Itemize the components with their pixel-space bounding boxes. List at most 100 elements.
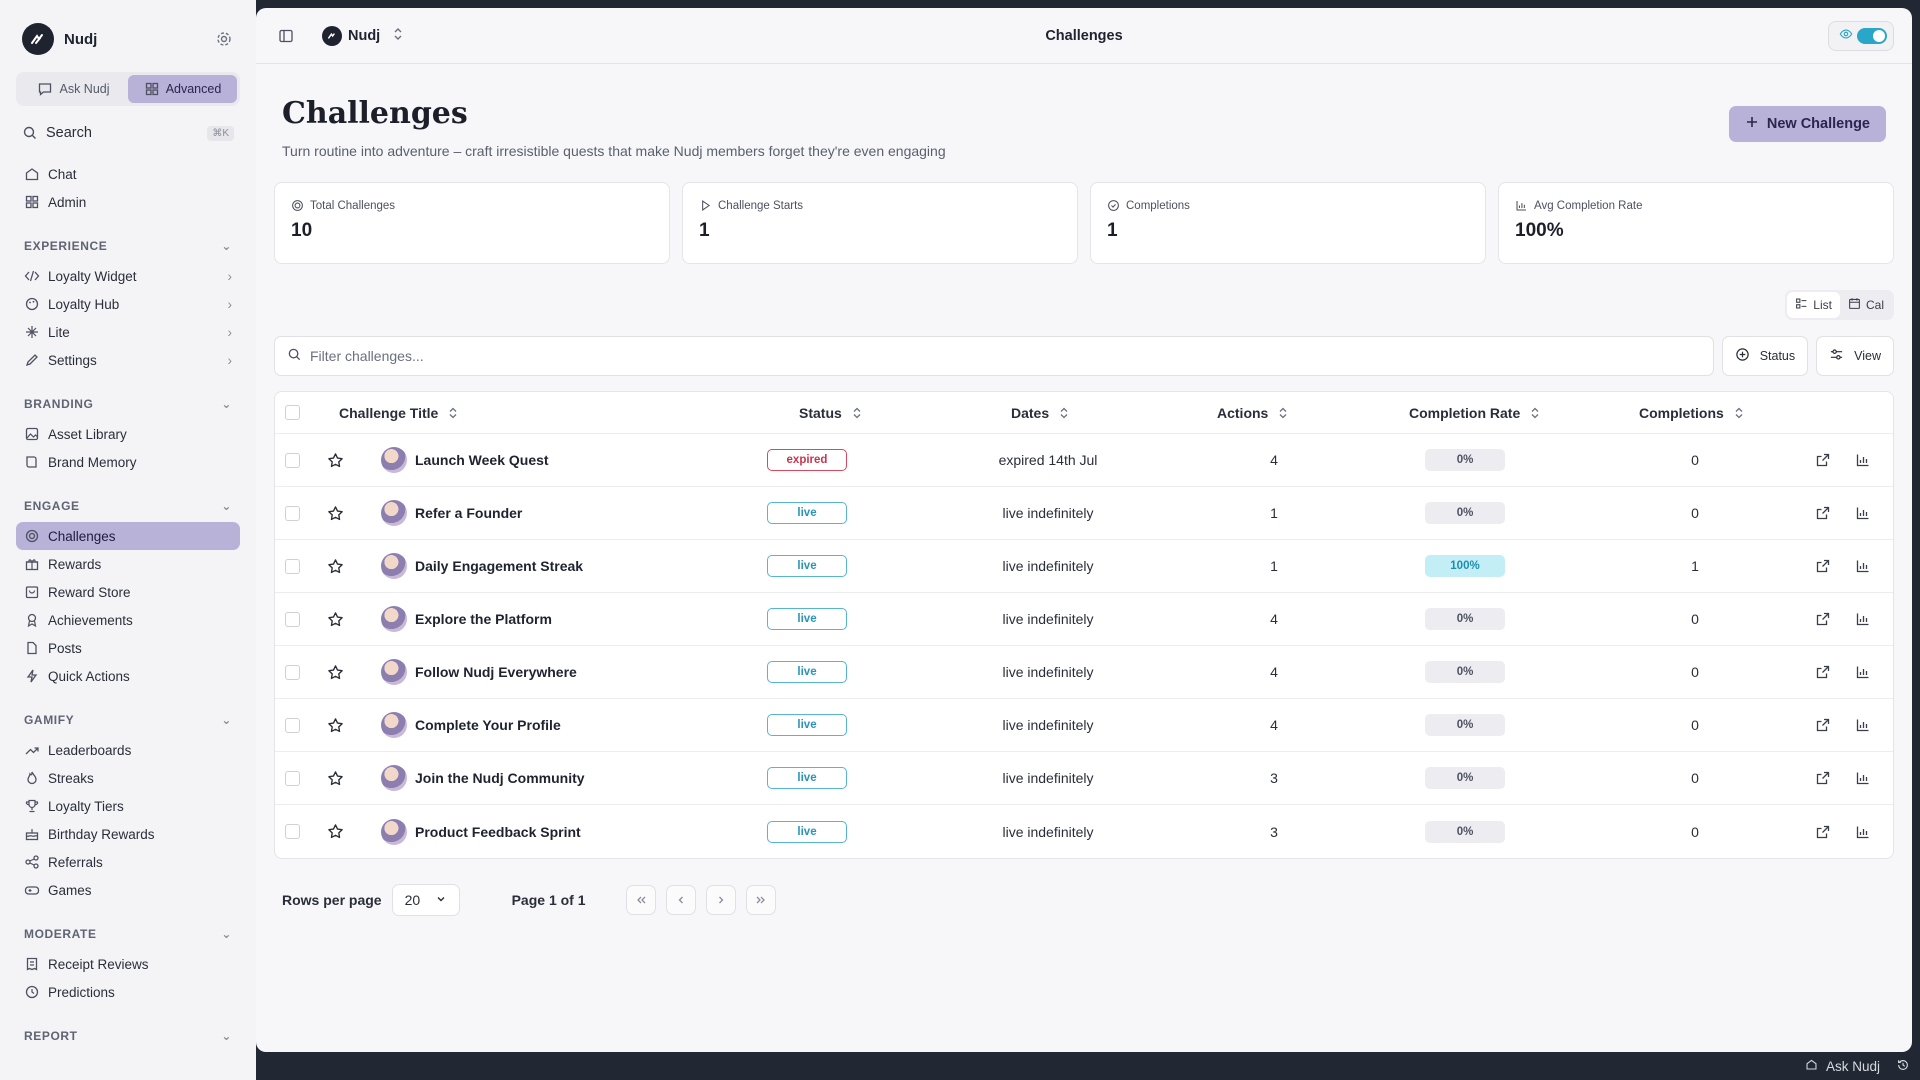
sidebar-item-loyalty-tiers[interactable]: Loyalty Tiers [16, 792, 240, 820]
select-all-checkbox[interactable] [285, 405, 300, 420]
analytics-icon[interactable] [1855, 611, 1871, 627]
preview-switch[interactable] [1857, 27, 1887, 44]
external-link-icon[interactable] [1815, 664, 1831, 680]
challenge-row-title[interactable]: Product Feedback Sprint [381, 818, 581, 845]
history-icon[interactable] [1896, 1058, 1910, 1075]
analytics-icon[interactable] [1855, 664, 1871, 680]
star-icon[interactable] [327, 558, 344, 575]
external-link-icon[interactable] [1815, 558, 1831, 574]
section-report[interactable]: REPORT ⌄ [16, 1024, 240, 1048]
external-link-icon[interactable] [1815, 824, 1831, 840]
table-row[interactable]: Follow Nudj Everywhere live live indefinit… [275, 646, 1893, 699]
filter-input[interactable]: Filter challenges... [274, 336, 1714, 376]
sidebar-item-brand-memory[interactable]: Brand Memory [16, 448, 240, 476]
list-view-button[interactable]: List [1787, 292, 1840, 318]
section-engage[interactable]: ENGAGE ⌄ [16, 494, 240, 518]
sidebar-item-rewards[interactable]: Rewards [16, 550, 240, 578]
section-gamify[interactable]: GAMIFY ⌄ [16, 708, 240, 732]
analytics-icon[interactable] [1855, 824, 1871, 840]
sidebar-item-loyalty-widget[interactable]: Loyalty Widget › [16, 262, 240, 290]
prev-page-button[interactable] [665, 885, 696, 915]
section-moderate[interactable]: MODERATE ⌄ [16, 922, 240, 946]
challenge-row-title[interactable]: Complete Your Profile [381, 712, 561, 738]
row-checkbox[interactable] [285, 770, 300, 786]
sidebar-item-challenges[interactable]: Challenges [16, 522, 240, 550]
sidebar-item-admin[interactable]: Admin [16, 188, 240, 216]
header-dates[interactable]: Dates [1011, 405, 1069, 421]
table-row[interactable]: Product Feedback Sprint live live indefini… [275, 805, 1893, 858]
header-completion-rate[interactable]: Completion Rate [1409, 405, 1540, 421]
sidebar-item-achievements[interactable]: Achievements [16, 606, 240, 634]
advanced-mode-button[interactable]: Advanced [128, 75, 237, 103]
header-completions[interactable]: Completions [1639, 405, 1744, 421]
next-page-button[interactable] [705, 885, 736, 915]
sidebar-search[interactable]: Search ⌘K [16, 118, 240, 148]
status-filter-button[interactable]: Status [1721, 336, 1809, 376]
section-experience[interactable]: EXPERIENCE ⌄ [16, 234, 240, 258]
header-actions[interactable]: Actions [1217, 405, 1288, 421]
header-status[interactable]: Status [799, 405, 862, 421]
challenge-row-title[interactable]: Launch Week Quest [381, 447, 549, 473]
sidebar-item-games[interactable]: Games [16, 876, 240, 904]
star-icon[interactable] [327, 664, 344, 681]
star-icon[interactable] [327, 452, 344, 469]
sidebar-toggle-icon[interactable] [274, 24, 298, 48]
star-icon[interactable] [327, 823, 344, 840]
external-link-icon[interactable] [1815, 717, 1831, 733]
sidebar-item-birthday-rewards[interactable]: Birthday Rewards [16, 820, 240, 848]
star-icon[interactable] [327, 611, 344, 628]
calendar-view-button[interactable]: Cal [1840, 292, 1892, 318]
sidebar-item-lite[interactable]: Lite › [16, 318, 240, 346]
sidebar-item-settings[interactable]: Settings › [16, 346, 240, 374]
challenge-row-title[interactable]: Follow Nudj Everywhere [381, 659, 577, 685]
sidebar-item-reward-store[interactable]: Reward Store [16, 578, 240, 606]
external-link-icon[interactable] [1815, 505, 1831, 521]
table-row[interactable]: Complete Your Profile live live indefinite… [275, 699, 1893, 752]
analytics-icon[interactable] [1855, 717, 1871, 733]
sidebar-item-streaks[interactable]: Streaks [16, 764, 240, 792]
star-icon[interactable] [327, 505, 344, 522]
section-branding[interactable]: BRANDING ⌄ [16, 392, 240, 416]
table-row[interactable]: Launch Week Quest expired expired 14th Jul… [275, 434, 1893, 487]
table-row[interactable]: Explore the Platform live live indefinitel… [275, 593, 1893, 646]
header-challenge-title[interactable]: Challenge Title [339, 405, 458, 421]
new-challenge-button[interactable]: New Challenge [1728, 106, 1886, 142]
sidebar-item-quick-actions[interactable]: Quick Actions [16, 662, 240, 690]
row-checkbox[interactable] [285, 717, 300, 733]
gear-icon[interactable] [212, 27, 236, 51]
sidebar-item-predictions[interactable]: Predictions [16, 978, 240, 1006]
table-row[interactable]: Daily Engagement Streak live live indefini… [275, 540, 1893, 593]
row-checkbox[interactable] [285, 824, 300, 839]
row-checkbox[interactable] [285, 611, 300, 627]
row-checkbox[interactable] [285, 664, 300, 680]
challenge-row-title[interactable]: Daily Engagement Streak [381, 553, 583, 579]
analytics-icon[interactable] [1855, 505, 1871, 521]
sidebar-item-receipt-reviews[interactable]: Receipt Reviews [16, 950, 240, 978]
sidebar-item-asset-library[interactable]: Asset Library [16, 420, 240, 448]
table-row[interactable]: Join the Nudj Community live live indefini… [275, 752, 1893, 805]
analytics-icon[interactable] [1855, 770, 1871, 786]
external-link-icon[interactable] [1815, 452, 1831, 468]
ask-nudj-mode-button[interactable]: Ask Nudj [19, 75, 128, 103]
row-checkbox[interactable] [285, 505, 300, 521]
sidebar-item-referrals[interactable]: Referrals [16, 848, 240, 876]
view-options-button[interactable]: View [1816, 336, 1894, 376]
external-link-icon[interactable] [1815, 770, 1831, 786]
workspace-switcher[interactable]: Nudj [322, 25, 404, 46]
first-page-button[interactable] [625, 885, 656, 915]
challenge-row-title[interactable]: Refer a Founder [381, 500, 522, 526]
analytics-icon[interactable] [1855, 452, 1871, 468]
challenge-row-title[interactable]: Explore the Platform [381, 606, 552, 632]
table-row[interactable]: Refer a Founder live live indefinitely 1 0% 0 [275, 487, 1893, 540]
star-icon[interactable] [327, 770, 344, 787]
ask-nudj-footer-button[interactable]: Ask Nudj [1825, 1058, 1880, 1074]
last-page-button[interactable] [745, 885, 776, 915]
sidebar-item-leaderboards[interactable]: Leaderboards [16, 736, 240, 764]
star-icon[interactable] [327, 717, 344, 734]
row-checkbox[interactable] [285, 558, 300, 574]
sidebar-item-loyalty-hub[interactable]: Loyalty Hub › [16, 290, 240, 318]
sidebar-item-posts[interactable]: Posts [16, 634, 240, 662]
analytics-icon[interactable] [1855, 558, 1871, 574]
nudj-logo-icon[interactable] [22, 23, 54, 55]
sidebar-item-chat[interactable]: Chat [16, 160, 240, 188]
